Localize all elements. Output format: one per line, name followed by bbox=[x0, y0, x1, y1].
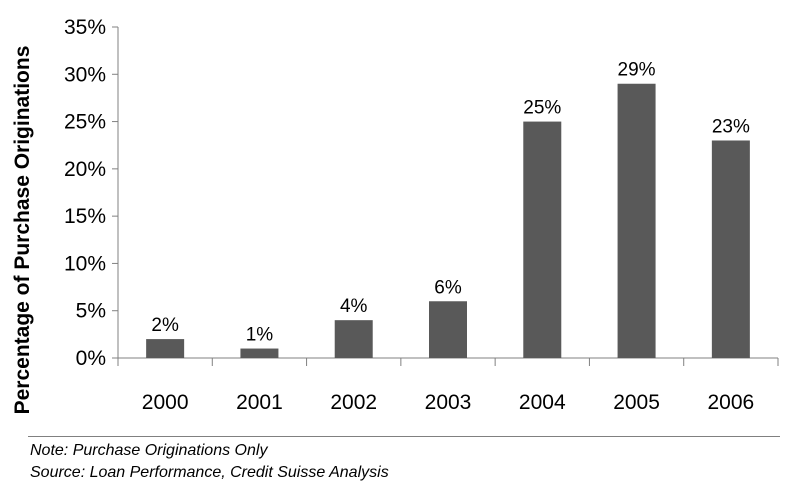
x-tick-label: 2003 bbox=[425, 391, 472, 414]
x-tick-label: 2000 bbox=[142, 391, 189, 414]
x-tick-label: 2004 bbox=[519, 391, 566, 414]
bar bbox=[146, 339, 185, 358]
bar bbox=[711, 140, 750, 358]
y-tick-label: 10% bbox=[64, 252, 106, 275]
y-tick-label: 35% bbox=[64, 16, 106, 39]
x-tick-label: 2006 bbox=[707, 391, 754, 414]
data-label: 1% bbox=[246, 325, 274, 346]
source-text: Source: Loan Performance, Credit Suisse … bbox=[30, 464, 389, 481]
data-label: 25% bbox=[523, 98, 561, 119]
bar bbox=[334, 320, 373, 358]
bar bbox=[617, 83, 656, 358]
x-tick-label: 2002 bbox=[330, 391, 377, 414]
footnote-divider bbox=[28, 436, 780, 437]
y-tick-label: 15% bbox=[64, 205, 106, 228]
x-tick-label: 2001 bbox=[236, 391, 283, 414]
data-label: 6% bbox=[434, 277, 462, 298]
y-tick-label: 5% bbox=[76, 300, 106, 323]
y-tick-label: 25% bbox=[64, 111, 106, 134]
data-label: 2% bbox=[151, 315, 179, 336]
data-label: 23% bbox=[712, 116, 750, 137]
y-tick-label: 30% bbox=[64, 63, 106, 86]
y-tick-label: 0% bbox=[76, 347, 106, 370]
bar-chart: 0% 5% 10% 15% 20% 25% 30% 35% 2% 2000 1% 2001 4% 2002… bbox=[64, 16, 779, 414]
footnotes: Note: Purchase Originations Only Source:… bbox=[30, 440, 389, 484]
data-label: 29% bbox=[618, 60, 656, 81]
bar bbox=[523, 121, 562, 358]
bar bbox=[429, 301, 467, 358]
bar bbox=[240, 348, 279, 358]
y-tick-label: 20% bbox=[64, 158, 106, 181]
x-tick-label: 2005 bbox=[613, 391, 660, 414]
note-text: Note: Purchase Originations Only bbox=[30, 442, 268, 459]
data-label: 4% bbox=[340, 296, 368, 317]
